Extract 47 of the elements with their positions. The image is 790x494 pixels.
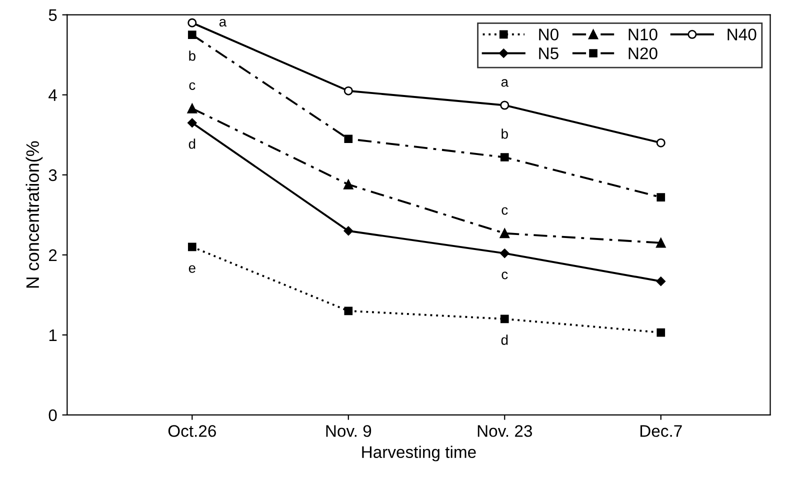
y-tick-label: 4 xyxy=(48,89,57,101)
point xyxy=(656,238,666,248)
x-tick-label: Dec.7 xyxy=(640,425,682,437)
point xyxy=(187,104,198,114)
y-tick-label: 3 xyxy=(48,169,57,182)
legend-label: N10 xyxy=(628,28,658,40)
y-tick-label: 1 xyxy=(49,330,57,341)
x-tick-label: Nov. 9 xyxy=(326,425,372,437)
annotation: e xyxy=(188,265,196,273)
legend-label: N20 xyxy=(628,47,658,60)
annotation: c xyxy=(502,207,508,215)
point xyxy=(500,248,510,258)
annotation: b xyxy=(502,128,508,139)
point xyxy=(500,314,509,324)
point xyxy=(656,328,666,337)
point xyxy=(344,226,354,236)
annotation: b xyxy=(189,50,196,61)
point xyxy=(188,118,197,128)
legend-label: N0 xyxy=(539,28,558,40)
x-axis-title: Harvesting time xyxy=(362,446,476,462)
legend-label: N5 xyxy=(539,48,558,60)
point xyxy=(344,86,353,96)
point xyxy=(500,153,509,162)
point xyxy=(500,100,510,110)
point xyxy=(188,18,197,28)
x-tick-label: Nov. 23 xyxy=(478,425,532,437)
y-tick-label: 5 xyxy=(48,9,57,22)
annotation: d xyxy=(501,334,508,345)
point xyxy=(656,276,666,286)
point xyxy=(344,180,354,190)
annotation: c xyxy=(189,82,196,90)
point xyxy=(188,30,196,39)
point xyxy=(344,134,353,144)
point xyxy=(500,228,510,238)
point xyxy=(188,242,196,252)
y-tick-label: 0 xyxy=(48,409,57,422)
point xyxy=(344,306,353,316)
legend-label: N40 xyxy=(728,28,756,40)
annotation: c xyxy=(502,272,508,280)
annotation: a xyxy=(219,18,227,27)
y-tick-label: 2 xyxy=(49,249,57,261)
x-tick-label: Oct.26 xyxy=(168,425,216,437)
annotation: d xyxy=(188,138,196,149)
annotation: a xyxy=(501,79,508,87)
point xyxy=(656,193,666,202)
y-axis-title: N concentration(% xyxy=(26,141,43,288)
point xyxy=(656,138,666,148)
